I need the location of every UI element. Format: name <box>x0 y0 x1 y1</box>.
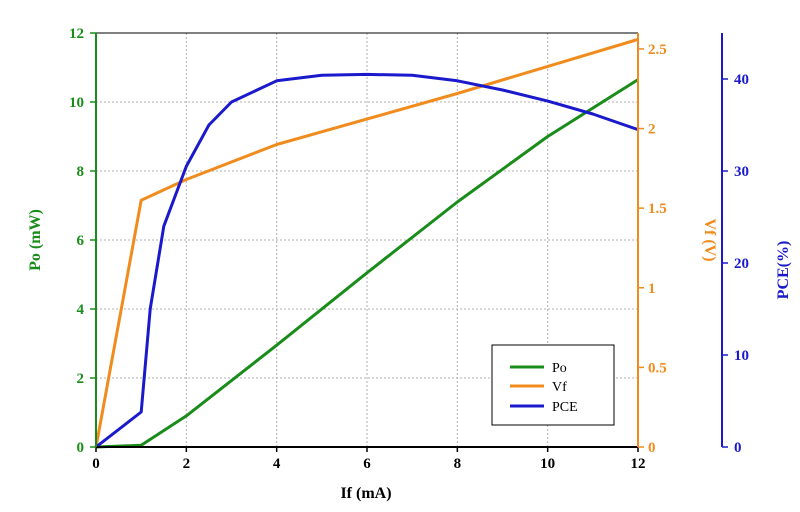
x-tick-label: 12 <box>631 456 646 472</box>
y-tick-label-po: 0 <box>77 440 85 456</box>
y-tick-label-po: 10 <box>69 95 84 111</box>
y-tick-label-vf: 1 <box>648 281 656 297</box>
y-tick-label-po: 4 <box>77 302 85 318</box>
y-tick-label-pce: 30 <box>734 164 749 180</box>
series-line-vf <box>94 37 639 448</box>
y-tick-label-pce: 0 <box>734 440 742 456</box>
y-tick-label-po: 12 <box>69 26 84 42</box>
x-tick-label: 8 <box>454 456 462 472</box>
y-tick-label-pce: 10 <box>734 348 749 364</box>
y-axis-title-po: Po (mW) <box>27 209 44 271</box>
y-tick-label-vf: 1.5 <box>648 201 667 217</box>
legend: Po Vf PCE <box>491 344 615 426</box>
series-line-po <box>95 78 639 449</box>
x-tick-label: 2 <box>183 456 191 472</box>
series-line-pce <box>95 72 639 449</box>
x-tick-label: 6 <box>363 456 371 472</box>
legend-label-po: Po <box>552 361 567 376</box>
y-tick-label-po: 2 <box>77 371 85 387</box>
x-axis-title: If (mA) <box>340 485 391 502</box>
y-tick-label-vf: 2 <box>648 122 656 138</box>
y-axis-title-pce: PCE(%) <box>775 241 792 300</box>
y-tick-label-vf: 2.5 <box>648 42 667 58</box>
y-tick-label-po: 6 <box>77 233 85 249</box>
y-tick-label-po: 8 <box>77 164 85 180</box>
x-tick-label: 10 <box>540 456 555 472</box>
y-tick-label-pce: 20 <box>734 256 749 272</box>
legend-label-pce: PCE <box>552 400 578 415</box>
y-tick-label-vf: 0.5 <box>648 360 667 376</box>
y-tick-label-pce: 40 <box>734 72 749 88</box>
x-tick-label: 4 <box>273 456 281 472</box>
x-tick-label: 0 <box>92 456 100 472</box>
legend-label-vf: Vf <box>552 380 567 395</box>
series-layer <box>94 37 639 449</box>
y-axis-title-vf: Vf (V) <box>701 218 718 261</box>
y-tick-label-vf: 0 <box>648 440 656 456</box>
